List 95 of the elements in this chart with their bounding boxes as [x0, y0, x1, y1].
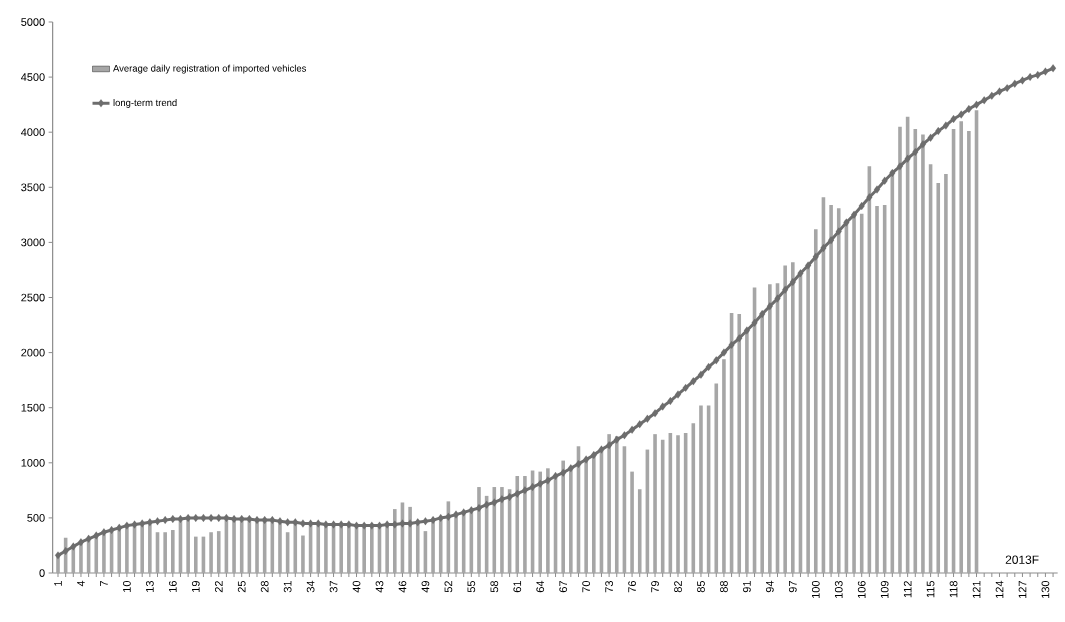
bar: [967, 131, 971, 573]
x-tick-label: 28: [260, 581, 269, 593]
bar: [637, 489, 642, 573]
x-tick-label: 52: [444, 581, 453, 593]
x-tick-label: 94: [765, 580, 774, 593]
bar: [813, 229, 818, 573]
bar: [676, 435, 680, 573]
x-tick-label: 121: [972, 581, 981, 598]
x-tick-label: 37: [329, 581, 338, 593]
x-tick-label: 115: [926, 580, 935, 598]
y-tick-label: 4500: [20, 73, 45, 81]
x-tick-label: 82: [674, 581, 682, 593]
x-tick-label: 106: [857, 581, 866, 598]
x-tick-label: 124: [995, 580, 1004, 598]
x-tick-label: 85: [697, 580, 705, 593]
x-tick-label: 73: [605, 581, 613, 593]
bar: [768, 284, 772, 573]
x-tick-label: 49: [421, 581, 430, 593]
bar: [301, 535, 305, 573]
bar: [515, 476, 520, 573]
x-tick-label: 79: [651, 581, 659, 593]
bar: [737, 314, 742, 573]
bar: [477, 487, 481, 573]
bar: [859, 213, 864, 573]
bar: [216, 531, 221, 573]
bar: [492, 487, 497, 573]
bar: [898, 126, 902, 573]
x-tick-label: 91: [743, 581, 751, 593]
x-tick-label: 55: [467, 580, 476, 593]
x-tick-label: 97: [788, 581, 797, 593]
x-tick-label: 46: [398, 581, 407, 593]
y-tick-label: 0: [39, 569, 45, 577]
x-tick-label: 43: [375, 581, 384, 593]
bar: [921, 134, 925, 573]
bar: [913, 128, 918, 573]
x-tick-label: 58: [490, 581, 499, 593]
x-tick-label: 130: [1041, 580, 1050, 598]
x-tick-label: 34: [306, 580, 315, 593]
x-tick-label: 10: [123, 580, 131, 592]
bar: [836, 208, 841, 573]
y-tick-label: 1000: [21, 458, 45, 467]
x-tick-label: 31: [283, 581, 292, 593]
bar: [829, 204, 833, 573]
y-tick-label: 5000: [21, 18, 45, 26]
x-tick-label: 88: [720, 581, 728, 593]
bar: [699, 405, 703, 573]
y-tick-label: 2000: [21, 348, 45, 357]
y-tick-label: 2500: [21, 293, 45, 302]
legend-label: Average daily registration of imported vehicles: [113, 64, 307, 74]
x-tick-label: 76: [628, 581, 636, 593]
x-tick-label: 112: [903, 581, 912, 598]
x-tick-label: 4: [77, 580, 85, 587]
x-tick-label: 61: [513, 581, 522, 593]
x-tick-label: 64: [536, 580, 545, 593]
x-tick-label: 100: [811, 580, 820, 598]
bar: [875, 206, 879, 573]
x-tick-label: 109: [880, 581, 889, 598]
bar: [630, 471, 634, 573]
bar: [561, 460, 565, 573]
x-tick-label: 22: [214, 581, 223, 593]
x-tick-label: 7: [100, 581, 108, 587]
y-tick-label: 4000: [20, 128, 45, 137]
x-tick-label: 118: [949, 581, 958, 598]
bar: [171, 530, 175, 573]
bar: [607, 434, 611, 573]
x-tick-label: 1: [54, 581, 62, 586]
x-tick-label: 16: [168, 581, 177, 592]
bar: [783, 265, 787, 573]
y-tick-label: 3500: [21, 183, 45, 192]
bar: [163, 532, 167, 573]
x-tick-label: 127: [1018, 581, 1027, 598]
bar: [500, 487, 504, 573]
bar: [653, 434, 657, 573]
bar: [614, 436, 619, 573]
bar: [546, 468, 550, 573]
x-tick-label: 19: [191, 581, 200, 592]
bar: [791, 262, 795, 573]
bar: [523, 476, 527, 573]
bar: [714, 383, 719, 573]
x-tick-label: 103: [834, 581, 843, 598]
bar: [193, 536, 198, 573]
y-tick-label: 1500: [21, 403, 45, 412]
x-tick-label: 40: [352, 580, 361, 593]
x-tick-label: 70: [582, 580, 591, 593]
bar: [209, 532, 213, 573]
x-tick-label: 25: [237, 580, 246, 593]
bar: [936, 182, 941, 573]
bar: [944, 174, 948, 573]
annotation: 2013F: [1005, 555, 1039, 564]
y-tick-label: 500: [27, 514, 45, 522]
bar: [538, 471, 543, 573]
legend-label: long-term trend: [113, 99, 177, 108]
x-tick-label: 67: [559, 581, 568, 593]
x-tick-label: 13: [145, 581, 154, 592]
y-tick-label: 3000: [21, 238, 45, 247]
